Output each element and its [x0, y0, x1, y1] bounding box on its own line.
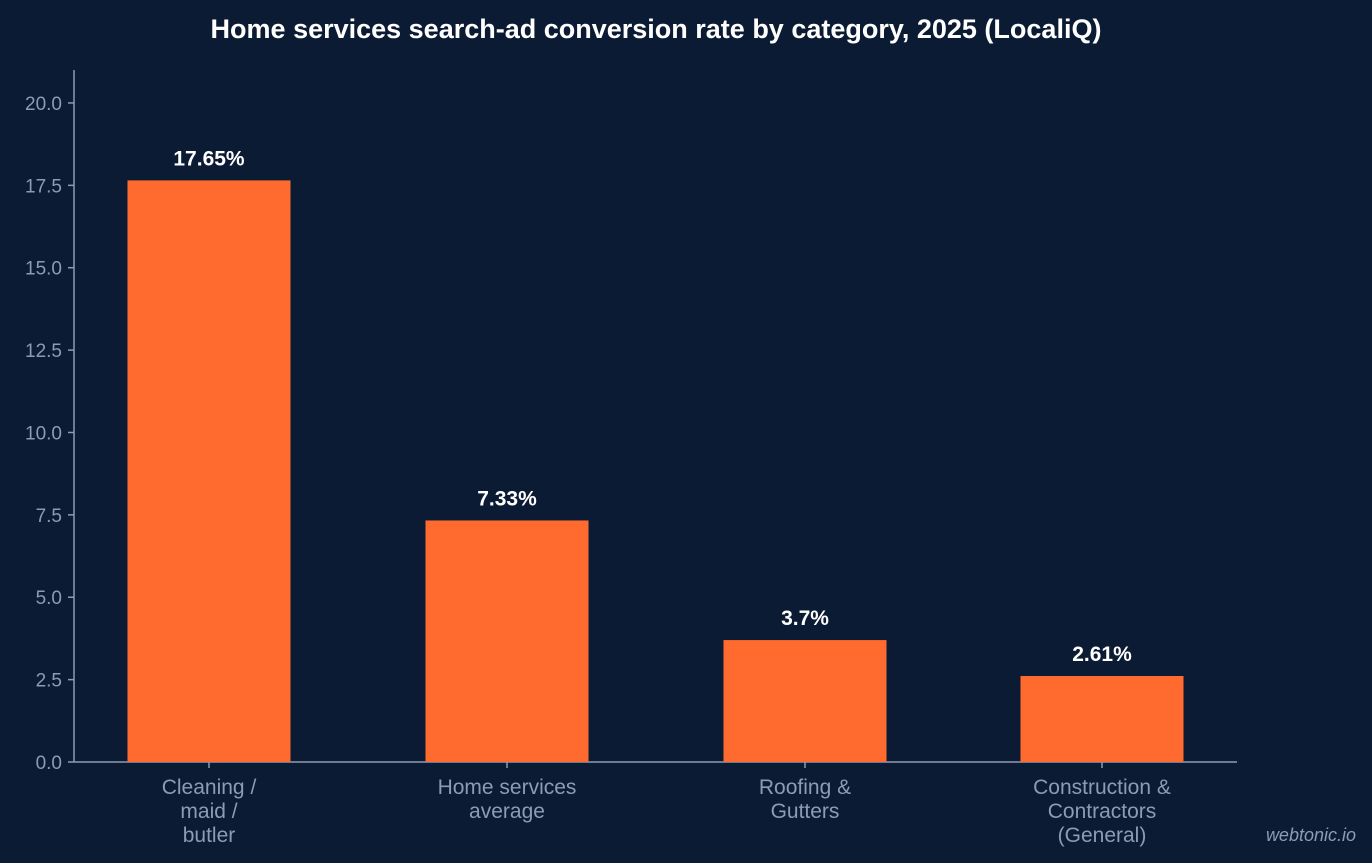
data-label: 3.7%: [781, 607, 829, 630]
data-label: 7.33%: [477, 487, 537, 510]
chart-title: Home services search-ad conversion rate …: [211, 14, 1102, 44]
y-tick-label: 2.5: [36, 671, 62, 692]
bar: [1020, 675, 1184, 762]
x-tick-label: Roofing & Gutters: [759, 776, 851, 823]
data-label: 17.65%: [173, 147, 245, 170]
y-tick-label: 0.0: [36, 753, 62, 774]
y-tick-label: 5.0: [36, 588, 62, 609]
bar: [127, 180, 291, 762]
y-tick-label: 12.5: [25, 341, 62, 362]
x-tick-label: Cleaning / maid / butler: [162, 776, 257, 847]
y-tick-label: 10.0: [25, 423, 62, 444]
labels: 17.65% Cleaning / maid / butler 7.33% Home se…: [162, 147, 1171, 847]
y-tick-label: 7.5: [36, 506, 62, 527]
y-tick-label: 20.0: [25, 94, 62, 115]
bar: [723, 640, 887, 762]
x-tick-label: Home services average: [438, 776, 577, 823]
bars: [127, 180, 1184, 762]
watermark: webtonic.io: [1266, 825, 1356, 845]
x-tick-label: Construction & Contractors (General): [1033, 776, 1171, 847]
data-label: 2.61%: [1072, 643, 1132, 666]
y-tick-label: 17.5: [25, 176, 62, 197]
y-tick-label: 15.0: [25, 259, 62, 280]
bar: [425, 520, 589, 762]
